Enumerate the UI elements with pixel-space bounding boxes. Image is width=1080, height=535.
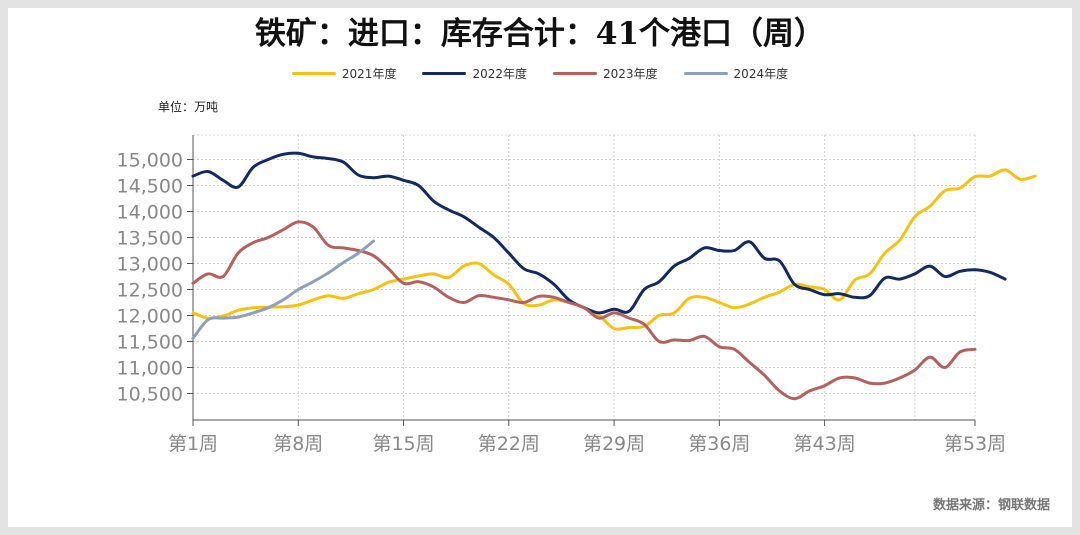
chart-legend: 2021年度 2022年度 2023年度 2024年度 xyxy=(0,62,1080,84)
x-tick-label: 第1周 xyxy=(168,433,218,455)
y-tick-label: 12,000 xyxy=(117,306,183,328)
legend-swatch-2023 xyxy=(553,71,597,75)
y-tick-label: 11,500 xyxy=(117,332,183,354)
x-tick-label: 第36周 xyxy=(688,433,750,455)
unit-label: 单位：万吨 xyxy=(158,100,219,114)
y-tick-label: 13,000 xyxy=(117,254,183,276)
x-tick-label: 第43周 xyxy=(794,433,856,455)
x-tick-label: 第53周 xyxy=(944,433,1006,455)
legend-label-2024: 2024年度 xyxy=(733,66,789,81)
axis-layer: 10,500 11,000 11,500 12,000 12,500 13,000 13,5… xyxy=(117,135,1006,455)
legend-swatch-2024 xyxy=(683,71,728,75)
y-tick-label: 10,500 xyxy=(117,384,183,406)
legend-item-2021: 2021年度 xyxy=(291,65,397,82)
y-tick-label: 13,500 xyxy=(117,228,183,250)
legend-swatch-2021 xyxy=(291,71,336,75)
legend-label-2022: 2022年度 xyxy=(472,66,527,81)
series-line-2021年度 xyxy=(191,168,1037,331)
y-tick-label: 12,500 xyxy=(117,280,183,302)
x-tick-label: 第15周 xyxy=(372,433,434,455)
legend-item-2023: 2023年度 xyxy=(553,65,658,82)
x-tick-label: 第8周 xyxy=(273,433,323,455)
legend-label-2021: 2021年度 xyxy=(341,66,397,81)
legend-item-2022: 2022年度 xyxy=(422,65,527,82)
legend-label-2023: 2023年度 xyxy=(603,66,658,81)
series-line-2023年度 xyxy=(191,220,977,401)
series-line-2022年度 xyxy=(191,151,1007,315)
legend-item-2024: 2024年度 xyxy=(683,65,789,82)
x-tick-label: 第29周 xyxy=(583,433,645,455)
y-tick-label: 14,500 xyxy=(117,176,183,198)
data-source: 数据来源：钢联数据 xyxy=(932,498,1050,513)
x-tick-label: 第22周 xyxy=(478,433,540,455)
series-layer xyxy=(191,151,1037,401)
series-line-2024年度 xyxy=(191,239,375,340)
y-tick-label: 14,000 xyxy=(117,202,183,224)
legend-swatch-2022 xyxy=(422,71,467,75)
chart-title: 铁矿：进口：库存合计：41个港口（周） xyxy=(254,16,826,52)
y-tick-label: 11,000 xyxy=(117,358,183,380)
y-tick-label: 15,000 xyxy=(117,150,183,172)
